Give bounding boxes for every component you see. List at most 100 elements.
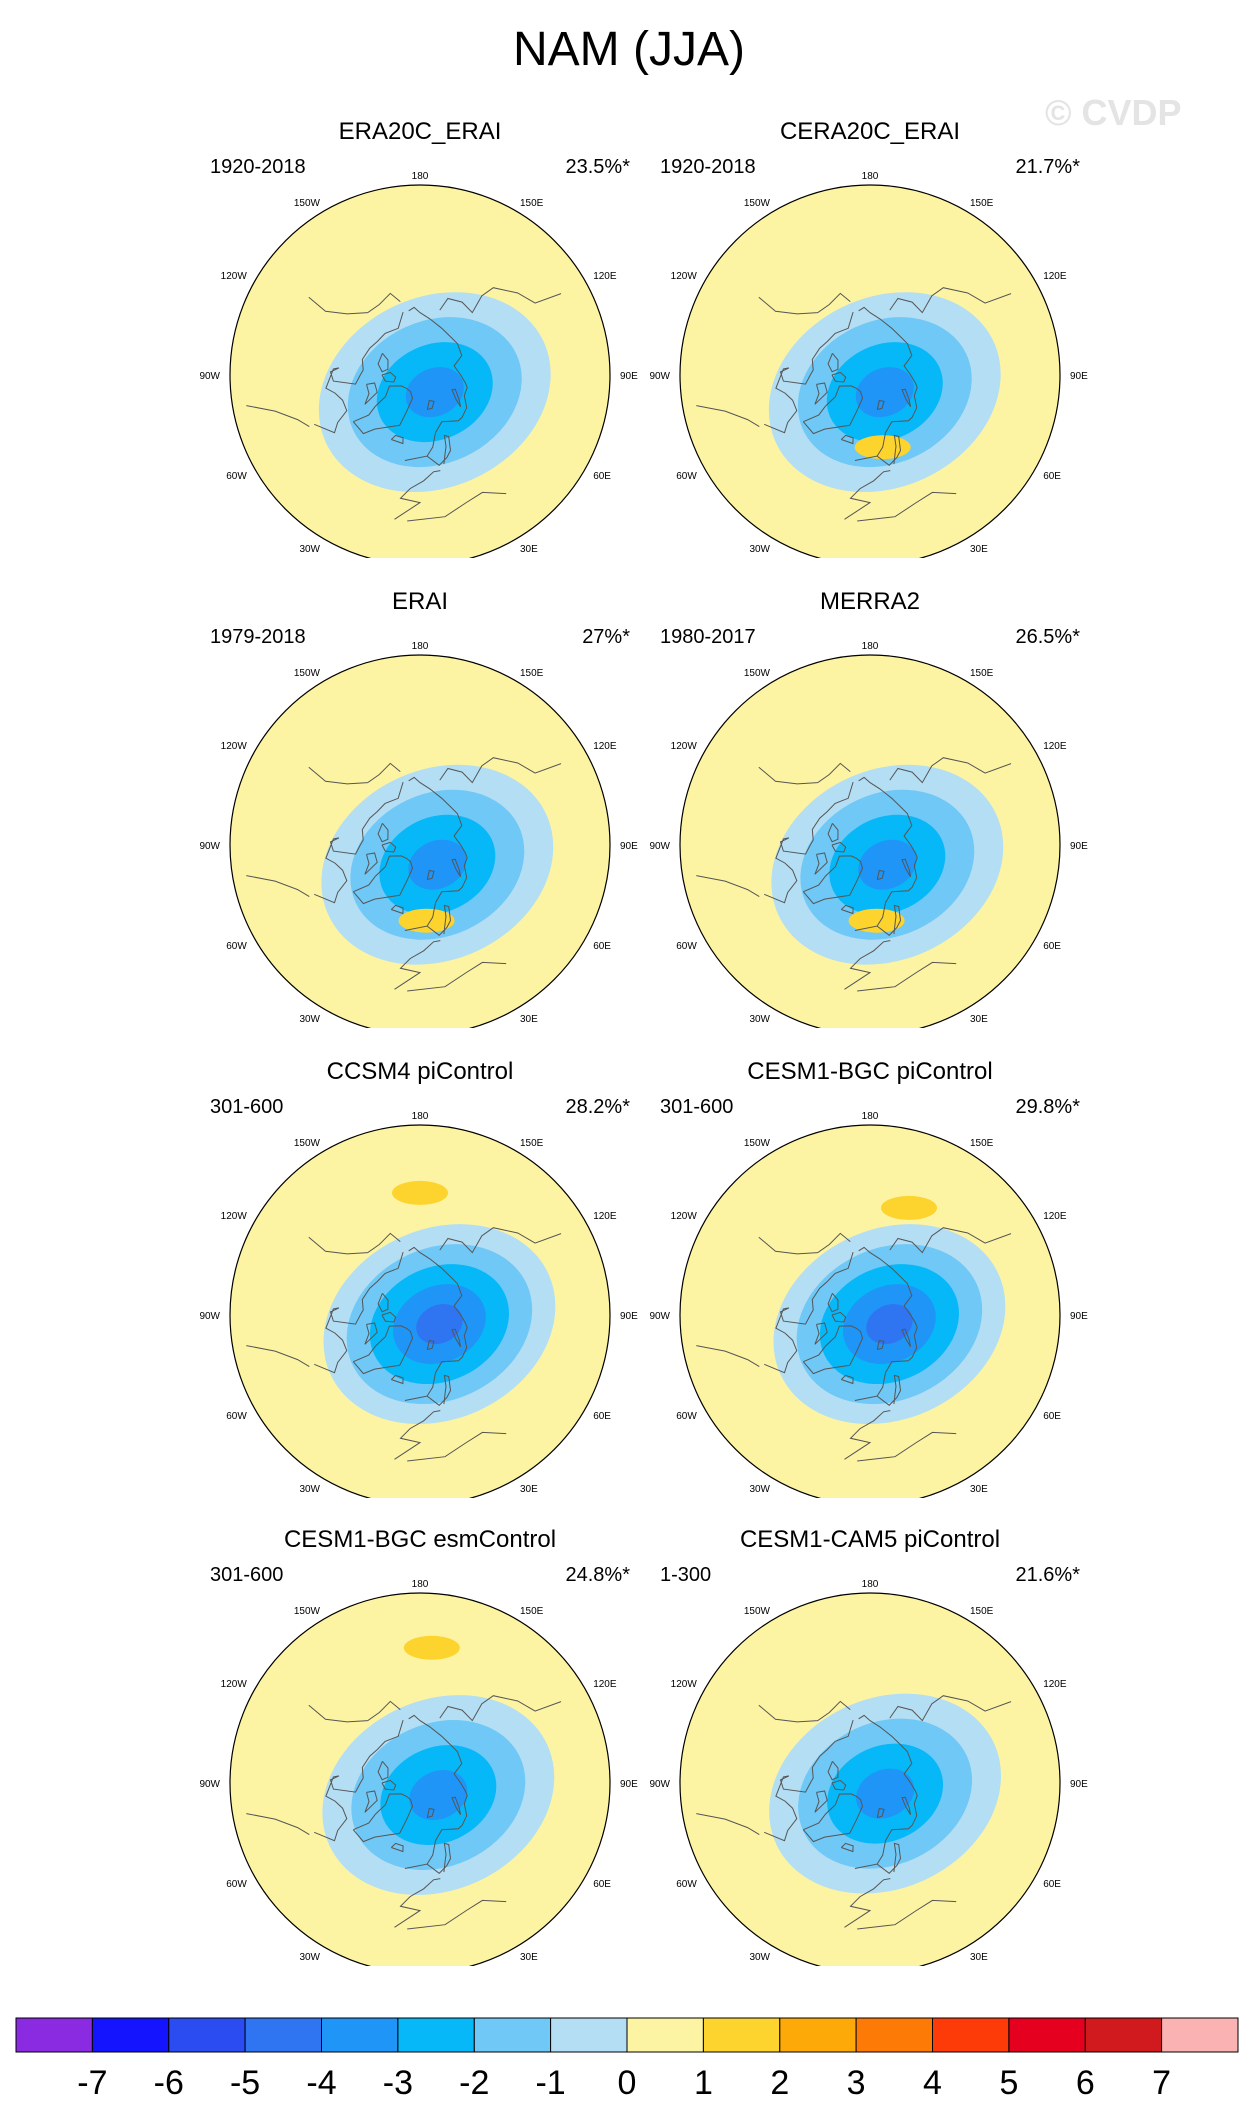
lon-tick-label: 60E (593, 1879, 611, 1890)
lon-tick-label: 90E (620, 371, 638, 382)
lon-tick-label: 30W (749, 1484, 770, 1495)
lon-tick-label: 150W (744, 198, 771, 209)
coastline (439, 287, 562, 314)
panel-period: 1920-2018 (660, 156, 756, 178)
map-panel: 180150E120E90E60E30E030W60W90W120W150WCE… (630, 118, 1110, 558)
page-title: NAM (JJA) (513, 23, 745, 76)
coastline (426, 1842, 452, 1874)
coastline (404, 1714, 468, 1869)
lon-tick-label: 90W (649, 841, 670, 852)
colorbar-swatch (168, 2017, 246, 2053)
coastline (377, 822, 389, 843)
coastline (381, 1311, 397, 1323)
coastline (840, 434, 854, 445)
lon-tick-label: 180 (862, 171, 879, 182)
panel-period: 1979-2018 (210, 626, 306, 648)
coastline (854, 1714, 918, 1869)
colorbar-label: 0 (618, 2064, 637, 2102)
lon-tick-label: 180 (862, 1579, 879, 1590)
contour-fill-negative (858, 839, 917, 890)
coastline (451, 1796, 462, 1816)
panel-title: CESM1-CAM5 piControl (739, 1526, 1001, 1553)
panel-variance-explained: 21.6%* (1015, 1564, 1081, 1586)
coastline (407, 1899, 507, 1930)
coastline (831, 371, 847, 383)
contour-fill-negative (855, 367, 914, 418)
lon-tick-label: 90W (649, 1311, 670, 1322)
lon-tick-label: 90E (1070, 1311, 1088, 1322)
coastline (246, 1345, 310, 1368)
colorbar-swatch (550, 2017, 628, 2053)
lon-tick-label: 120W (671, 1211, 698, 1222)
lon-tick-label: 90W (649, 371, 670, 382)
coastline (352, 1325, 414, 1375)
lon-tick-label: 60E (1043, 941, 1061, 952)
colorbar-swatch (1008, 2017, 1086, 2053)
colorbar-label: -3 (383, 2064, 413, 2102)
lon-tick-label: 60W (226, 1879, 247, 1890)
polar-map: 180150E120E90E60E30E030W60W90W120W150W (649, 641, 1088, 1028)
contour-fill-negative (408, 839, 467, 890)
coastline (831, 841, 847, 853)
lon-tick-label: 60E (1043, 1879, 1061, 1890)
map-panel: 180150E120E90E60E30E030W60W90W120W150WCE… (180, 1526, 660, 1966)
coastline (394, 1878, 441, 1928)
coastline (764, 781, 854, 904)
lon-tick-label: 30W (299, 544, 320, 555)
map-border (229, 1124, 611, 1498)
coastline (308, 762, 401, 785)
coastline (377, 1760, 389, 1781)
lon-tick-label: 60W (676, 471, 697, 482)
coastline (758, 1700, 851, 1723)
coastline (394, 1410, 441, 1460)
map-panel: 180150E120E90E60E30E030W60W90W120W150WCE… (630, 1526, 1110, 1966)
lon-tick-label: 60E (1043, 471, 1061, 482)
lon-tick-label: 120E (593, 741, 617, 752)
coastline (404, 776, 468, 931)
colorbar-label: 5 (999, 2064, 1018, 2102)
coastline (876, 399, 885, 410)
coastline (876, 1339, 885, 1350)
panel-period: 1920-2018 (210, 156, 306, 178)
lon-tick-label: 120W (671, 271, 698, 282)
coastline (246, 405, 310, 428)
panel-title: CESM1-BGC piControl (747, 1058, 993, 1085)
panel-variance-explained: 27%* (582, 626, 630, 648)
contour-fill-negative (856, 1768, 915, 1819)
polar-map: 180150E120E90E60E30E030W60W90W120W150W (649, 1579, 1088, 1966)
coastline (407, 961, 507, 992)
colorbar-label: -1 (535, 2064, 565, 2102)
coastline (439, 1227, 562, 1254)
coastline (831, 1311, 847, 1323)
map-border (679, 1592, 1061, 1966)
coastline (352, 385, 414, 435)
coastline (696, 875, 760, 898)
lon-tick-label: 60W (226, 471, 247, 482)
colorbar-swatch (1161, 2017, 1239, 2053)
lon-tick-label: 30W (299, 1952, 320, 1963)
coastline (844, 1878, 891, 1928)
coastline (246, 875, 310, 898)
lon-tick-label: 150W (294, 1606, 321, 1617)
colorbar-swatch (91, 2017, 170, 2053)
coastline (439, 1695, 562, 1722)
panel-title: ERAI (391, 588, 448, 615)
colorbar-label: -4 (306, 2064, 336, 2102)
map-panel: 180150E120E90E60E30E030W60W90W120W150WME… (630, 588, 1110, 1028)
coastline (390, 434, 404, 445)
coastline (404, 1246, 468, 1401)
coastline (802, 385, 864, 435)
polar-map: 180150E120E90E60E30E030W60W90W120W150W (199, 171, 638, 558)
lon-tick-label: 180 (412, 641, 429, 652)
lon-tick-label: 120W (671, 1679, 698, 1690)
panel-variance-explained: 23.5%* (565, 156, 631, 178)
lon-tick-label: 120W (221, 1211, 248, 1222)
lon-tick-label: 120W (221, 271, 248, 282)
lon-tick-label: 60W (676, 1411, 697, 1422)
coastline (308, 292, 401, 315)
coastline (802, 855, 864, 905)
colorbar-swatch (1084, 2017, 1163, 2053)
coastline (394, 470, 441, 520)
lon-tick-label: 90W (649, 1779, 670, 1790)
lon-tick-label: 60E (1043, 1411, 1061, 1422)
